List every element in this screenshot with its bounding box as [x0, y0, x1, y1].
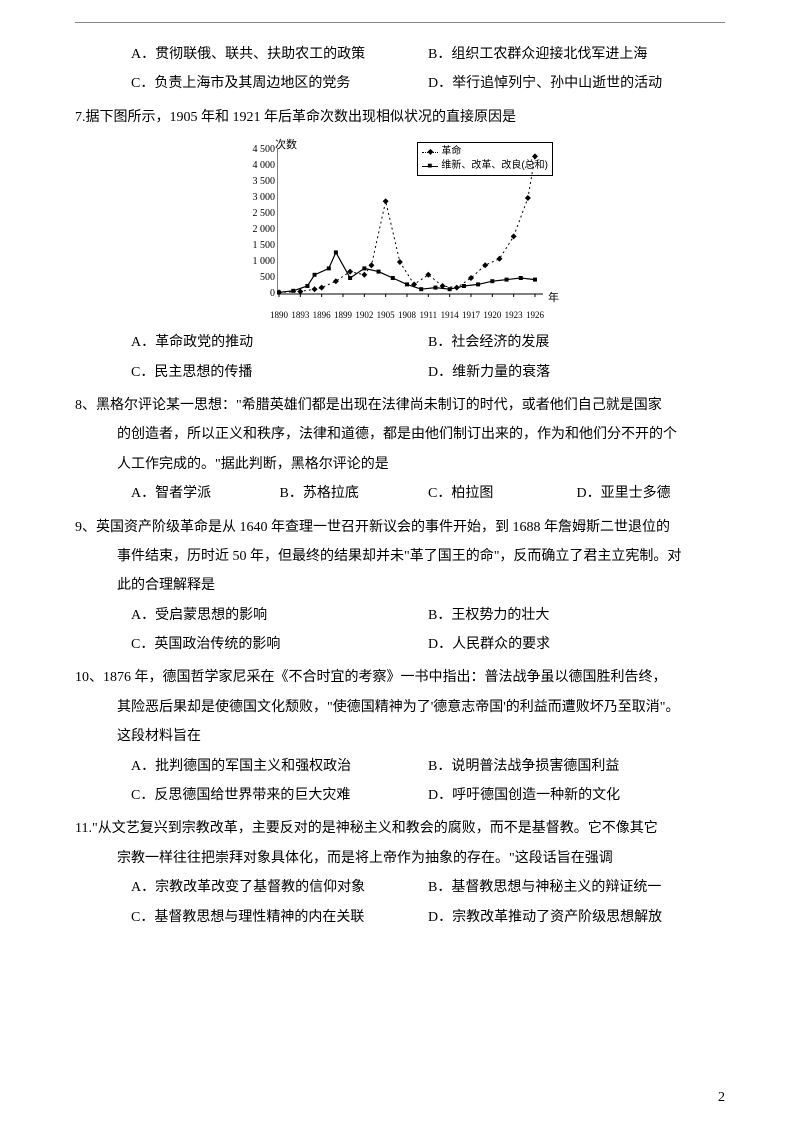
q9-option-b: B．王权势力的壮大	[428, 601, 725, 630]
q10-options-row1: A．批判德国的军国主义和强权政治 B．说明普法战争损害德国利益	[75, 752, 725, 781]
chart-y-tick: 2 500	[245, 209, 275, 219]
chart-y-tick: 3 000	[245, 193, 275, 203]
chart-y-tick: 4 500	[245, 145, 275, 155]
q7-option-c: C．民主思想的传播	[131, 358, 428, 387]
q9-stem2: 事件结束，历时近 50 年，但最终的结果却并未"革了国王的命"，反而确立了君主立…	[75, 542, 725, 571]
chart-x-tick: 1905	[377, 311, 395, 320]
q9-options-row1: A．受启蒙思想的影响 B．王权势力的壮大	[75, 601, 725, 630]
q8-option-d: D．亚里士多德	[577, 479, 726, 508]
q8-option-c: C．柏拉图	[428, 479, 577, 508]
q11-option-c: C．基督教思想与理性精神的内在关联	[131, 903, 428, 932]
q6-options-row1: A．贯彻联俄、联共、扶助农工的政策 B．组织工农群众迎接北伐军进上海	[75, 40, 725, 69]
chart-x-tick: 1920	[483, 311, 501, 320]
q11-options-row2: C．基督教思想与理性精神的内在关联 D．宗教改革推动了资产阶级思想解放	[75, 903, 725, 932]
q10-option-c: C．反思德国给世界带来的巨大灾难	[131, 781, 428, 810]
q11-option-d: D．宗教改革推动了资产阶级思想解放	[428, 903, 725, 932]
q11-stem2: 宗教一样往往把崇拜对象具体化，而是将上帝作为抽象的存在。"这段话旨在强调	[75, 844, 725, 873]
chart-x-label: 年	[548, 287, 559, 310]
question-9: 9、英国资产阶级革命是从 1640 年查理一世召开新议会的事件开始，到 1688…	[75, 513, 725, 660]
chart-y-tick: 3 500	[245, 177, 275, 187]
page-number: 2	[718, 1083, 725, 1112]
q7-option-b: B．社会经济的发展	[428, 328, 725, 357]
q9-option-a: A．受启蒙思想的影响	[131, 601, 428, 630]
chart-x-tick: 1923	[505, 311, 523, 320]
chart-x-tick: 1893	[291, 311, 309, 320]
question-7: 7.据下图所示，1905 年和 1921 年后革命次数出现相似状况的直接原因是 …	[75, 103, 725, 387]
q10-option-b: B．说明普法战争损害德国利益	[428, 752, 725, 781]
q9-options-row2: C．英国政治传统的影响 D．人民群众的要求	[75, 630, 725, 659]
q7-chart-container: 次数 年 革命 维新、改革、改良(总和) 4 5004 0003 5003 00…	[75, 138, 725, 322]
chart-x-tick: 1926	[526, 311, 544, 320]
question-8: 8、黑格尔评论某一思想："希腊英雄们都是出现在法律尚未制订的时代，或者他们自己就…	[75, 391, 725, 509]
q8-option-a: A．智者学派	[131, 479, 280, 508]
q11-stem1: 11."从文艺复兴到宗教改革，主要反对的是神秘主义和教会的腐败，而不是基督教。它…	[75, 814, 725, 843]
q10-stem3: 这段材料旨在	[75, 722, 725, 751]
q11-option-b: B．基督教思想与神秘主义的辩证统一	[428, 873, 725, 902]
question-10: 10、1876 年，德国哲学家尼采在《不合时宜的考察》一书中指出：普法战争虽以德…	[75, 663, 725, 810]
chart-y-tick: 1 500	[245, 241, 275, 251]
q6-option-d: D．举行追悼列宁、孙中山逝世的活动	[428, 69, 725, 98]
chart-x-tick: 1899	[334, 311, 352, 320]
q10-stem1: 10、1876 年，德国哲学家尼采在《不合时宜的考察》一书中指出：普法战争虽以德…	[75, 663, 725, 692]
q9-option-d: D．人民群众的要求	[428, 630, 725, 659]
q8-stem2: 的创造者，所以正义和秩序，法律和道德，都是由他们制订出来的，作为和他们分不开的个	[75, 420, 725, 449]
q7-chart: 次数 年 革命 维新、改革、改良(总和) 4 5004 0003 5003 00…	[245, 138, 555, 322]
q11-option-a: A．宗教改革改变了基督教的信仰对象	[131, 873, 428, 902]
q7-stem: 7.据下图所示，1905 年和 1921 年后革命次数出现相似状况的直接原因是	[75, 103, 725, 132]
q9-stem1: 9、英国资产阶级革命是从 1640 年查理一世召开新议会的事件开始，到 1688…	[75, 513, 725, 542]
q8-stem3: 人工作完成的。"据此判断，黑格尔评论的是	[75, 450, 725, 479]
q6-option-b: B．组织工农群众迎接北伐军进上海	[428, 40, 725, 69]
header-rule	[75, 22, 725, 23]
q7-option-a: A．革命政党的推动	[131, 328, 428, 357]
chart-svg	[277, 148, 543, 308]
chart-x-tick: 1902	[355, 311, 373, 320]
q7-options-row1: A．革命政党的推动 B．社会经济的发展	[75, 328, 725, 357]
chart-x-tick: 1914	[441, 311, 459, 320]
q10-option-d: D．呼吁德国创造一种新的文化	[428, 781, 725, 810]
chart-x-tick: 1908	[398, 311, 416, 320]
q8-stem1: 8、黑格尔评论某一思想："希腊英雄们都是出现在法律尚未制订的时代，或者他们自己就…	[75, 391, 725, 420]
q10-options-row2: C．反思德国给世界带来的巨大灾难 D．呼吁德国创造一种新的文化	[75, 781, 725, 810]
chart-y-tick: 0	[245, 289, 275, 299]
chart-x-tick: 1917	[462, 311, 480, 320]
q10-option-a: A．批判德国的军国主义和强权政治	[131, 752, 428, 781]
q8-options-row: A．智者学派 B．苏格拉底 C．柏拉图 D．亚里士多德	[75, 479, 725, 508]
chart-x-tick: 1911	[419, 311, 437, 320]
chart-x-tick: 1896	[313, 311, 331, 320]
question-11: 11."从文艺复兴到宗教改革，主要反对的是神秘主义和教会的腐败，而不是基督教。它…	[75, 814, 725, 932]
q7-option-d: D．维新力量的衰落	[428, 358, 725, 387]
q11-options-row1: A．宗教改革改变了基督教的信仰对象 B．基督教思想与神秘主义的辩证统一	[75, 873, 725, 902]
chart-x-tick: 1890	[270, 311, 288, 320]
q7-options-row2: C．民主思想的传播 D．维新力量的衰落	[75, 358, 725, 387]
q6-option-a: A．贯彻联俄、联共、扶助农工的政策	[131, 40, 428, 69]
chart-y-tick: 500	[245, 273, 275, 283]
q9-option-c: C．英国政治传统的影响	[131, 630, 428, 659]
q6-options-row2: C．负责上海市及其周边地区的党务 D．举行追悼列宁、孙中山逝世的活动	[75, 69, 725, 98]
q6-option-c: C．负责上海市及其周边地区的党务	[131, 69, 428, 98]
q10-stem2: 其险恶后果却是使德国文化颓败，"使德国精神为了'德意志帝国'的利益而遭败坏乃至取…	[75, 693, 725, 722]
chart-y-tick: 1 000	[245, 257, 275, 267]
q9-stem3: 此的合理解释是	[75, 571, 725, 600]
chart-y-tick: 4 000	[245, 161, 275, 171]
q8-option-b: B．苏格拉底	[280, 479, 429, 508]
chart-y-tick: 2 000	[245, 225, 275, 235]
